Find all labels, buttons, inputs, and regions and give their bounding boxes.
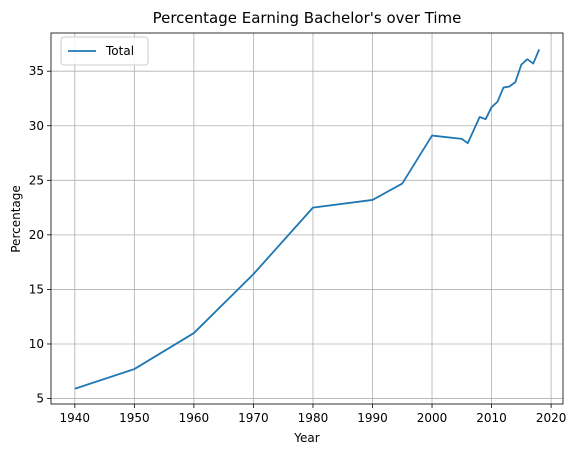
x-tick-label: 1950 bbox=[119, 411, 150, 425]
x-tick-label: 2020 bbox=[536, 411, 567, 425]
plot-area bbox=[74, 49, 541, 390]
x-tick-label: 1990 bbox=[357, 411, 388, 425]
grid bbox=[51, 33, 563, 404]
x-tick-label: 1970 bbox=[238, 411, 269, 425]
y-tick-label: 15 bbox=[29, 282, 44, 296]
chart-title: Percentage Earning Bachelor's over Time bbox=[153, 9, 462, 27]
y-tick-label: 35 bbox=[29, 64, 44, 78]
y-tick-label: 20 bbox=[29, 228, 44, 242]
x-tick-label: 1960 bbox=[179, 411, 210, 425]
x-tick-label: 2000 bbox=[417, 411, 448, 425]
y-tick-label: 5 bbox=[36, 392, 44, 406]
y-tick-label: 30 bbox=[29, 119, 44, 133]
x-axis-label: Year bbox=[293, 431, 319, 445]
x-tick-label: 2010 bbox=[476, 411, 507, 425]
x-tick-label: 1980 bbox=[298, 411, 329, 425]
series-line-total bbox=[74, 49, 541, 390]
legend-box bbox=[60, 36, 149, 66]
y-axis-label: Percentage bbox=[9, 185, 23, 253]
y-tick-label: 10 bbox=[29, 337, 44, 351]
y-tick-label: 25 bbox=[29, 173, 44, 187]
y-axis: 5 10 15 20 25 30 35 bbox=[29, 64, 51, 406]
legend: Total bbox=[60, 36, 149, 66]
axes-frame bbox=[50, 32, 564, 405]
x-axis: 1940 1950 1960 1970 1980 1990 2000 2010 2020 bbox=[60, 404, 567, 425]
legend-label-total: Total bbox=[105, 44, 134, 58]
x-tick-label: 1940 bbox=[60, 411, 91, 425]
